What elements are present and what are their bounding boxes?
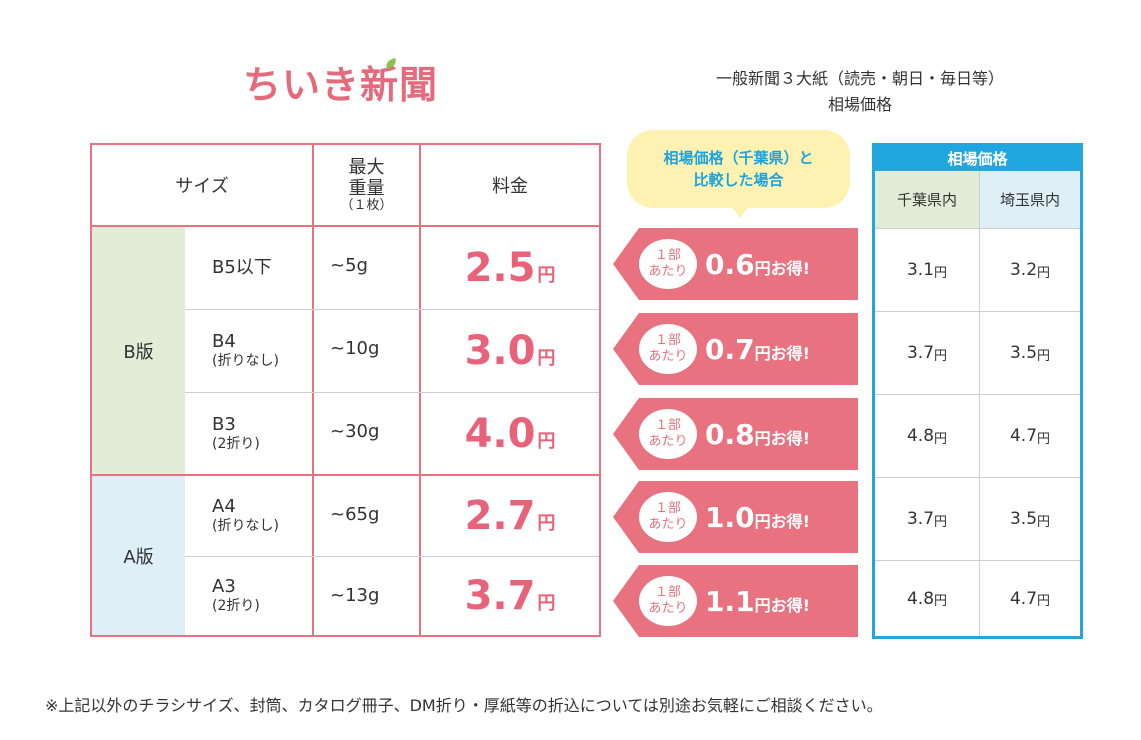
comparison-bubble: 相場価格（千葉県）と 比較した場合 bbox=[627, 130, 850, 208]
market-heading-line1: 一般新聞３大紙（読売・朝日・毎日等） bbox=[715, 69, 1004, 88]
group-b: B版 bbox=[92, 227, 185, 476]
market-row: 4.8 円 4.7 円 bbox=[875, 560, 1080, 636]
price-table: サイズ 最大 重量 （１枚） 料金 B版 A版 B5以下 ~5g 2.5 円 B4… bbox=[90, 143, 601, 637]
chiba-price: 3.7 円 bbox=[875, 312, 980, 394]
market-price-heading: 一般新聞３大紙（読売・朝日・毎日等） 相場価格 bbox=[690, 66, 1030, 118]
saitama-price: 3.5 円 bbox=[1009, 509, 1051, 530]
savings-arrow: １部 あたり 1.1 円お得! bbox=[613, 565, 858, 637]
savings-amount: 0.8 円お得! bbox=[705, 417, 810, 451]
per-copy-badge: １部 あたり bbox=[639, 324, 697, 374]
row-price: 4.0 円 bbox=[464, 410, 556, 457]
market-row: 3.1 円 3.2 円 bbox=[875, 228, 1080, 311]
row-price: 2.5 円 bbox=[464, 245, 556, 291]
saitama-price: 3.2 円 bbox=[1009, 260, 1051, 281]
table-row: B5以下 ~5g 2.5 円 bbox=[185, 227, 599, 310]
logo-text: ちいき新聞 bbox=[243, 63, 439, 107]
savings-arrow: １部 あたり 1.0 円お得! bbox=[613, 481, 858, 553]
group-a: A版 bbox=[92, 476, 185, 635]
saitama-price: 4.7 円 bbox=[1009, 588, 1051, 610]
saitama-price: 3.5 円 bbox=[1009, 343, 1051, 364]
header-weight: 最大 重量 （１枚） bbox=[314, 145, 421, 227]
header-saitama: 埼玉県内 bbox=[980, 171, 1080, 228]
row-weight: ~65g bbox=[314, 476, 421, 556]
header-price: 料金 bbox=[421, 145, 599, 227]
table-row: B3 (2折り) ~30g 4.0 円 bbox=[185, 393, 599, 476]
per-copy-badge: １部 あたり bbox=[639, 576, 697, 626]
table-row: A4 (折りなし) ~65g 2.7 円 bbox=[185, 476, 599, 557]
logo: ちいき新聞 bbox=[243, 57, 439, 107]
header-chiba: 千葉県内 bbox=[875, 171, 980, 228]
row-size: B3 (2折り) bbox=[185, 393, 314, 474]
row-price: 3.0 円 bbox=[464, 328, 556, 374]
chiba-price: 3.1 円 bbox=[875, 229, 980, 311]
row-size: A4 (折りなし) bbox=[185, 476, 314, 556]
savings-amount: 0.6 円お得! bbox=[705, 247, 810, 281]
bubble-tail bbox=[731, 206, 749, 218]
per-copy-badge: １部 あたり bbox=[639, 409, 697, 459]
market-price-table: 相場価格 千葉県内 埼玉県内 3.1 円 3.2 円 3.7 円 3.5 円 4.8 円 … bbox=[872, 143, 1083, 639]
market-row: 3.7 円 3.5 円 bbox=[875, 477, 1080, 560]
chiba-price: 4.8 円 bbox=[875, 561, 980, 636]
row-weight: ~10g bbox=[314, 310, 421, 392]
row-price: 3.7 円 bbox=[464, 573, 556, 619]
market-row: 3.7 円 3.5 円 bbox=[875, 311, 1080, 394]
market-table-title: 相場価格 bbox=[875, 146, 1080, 171]
savings-arrow: １部 あたり 0.7 円お得! bbox=[613, 313, 858, 385]
row-size: B5以下 bbox=[185, 227, 314, 309]
market-heading-line2: 相場価格 bbox=[827, 95, 892, 114]
market-row: 4.8 円 4.7 円 bbox=[875, 394, 1080, 477]
row-price: 2.7 円 bbox=[464, 493, 556, 539]
savings-amount: 0.7 円お得! bbox=[705, 332, 810, 366]
saitama-price: 4.7 円 bbox=[1009, 426, 1051, 447]
per-copy-badge: １部 あたり bbox=[639, 239, 697, 289]
row-weight: ~13g bbox=[314, 557, 421, 635]
savings-amount: 1.0 円お得! bbox=[705, 500, 810, 534]
savings-arrow: １部 あたり 0.6 円お得! bbox=[613, 228, 858, 300]
chiba-price: 4.8 円 bbox=[875, 395, 980, 477]
table-row: A3 (2折り) ~13g 3.7 円 bbox=[185, 557, 599, 635]
row-size: A3 (2折り) bbox=[185, 557, 314, 635]
row-weight: ~30g bbox=[314, 393, 421, 474]
savings-arrow: １部 あたり 0.8 円お得! bbox=[613, 398, 858, 470]
footnote: ※上記以外のチラシサイズ、封筒、カタログ冊子、DM折り・厚紙等の折込については別… bbox=[45, 696, 883, 715]
savings-amount: 1.1 円お得! bbox=[705, 584, 810, 618]
row-size: B4 (折りなし) bbox=[185, 310, 314, 392]
chiba-price: 3.7 円 bbox=[875, 478, 980, 560]
row-weight: ~5g bbox=[314, 227, 421, 309]
per-copy-badge: １部 あたり bbox=[639, 492, 697, 542]
header-size: サイズ bbox=[92, 145, 314, 227]
table-row: B4 (折りなし) ~10g 3.0 円 bbox=[185, 310, 599, 393]
